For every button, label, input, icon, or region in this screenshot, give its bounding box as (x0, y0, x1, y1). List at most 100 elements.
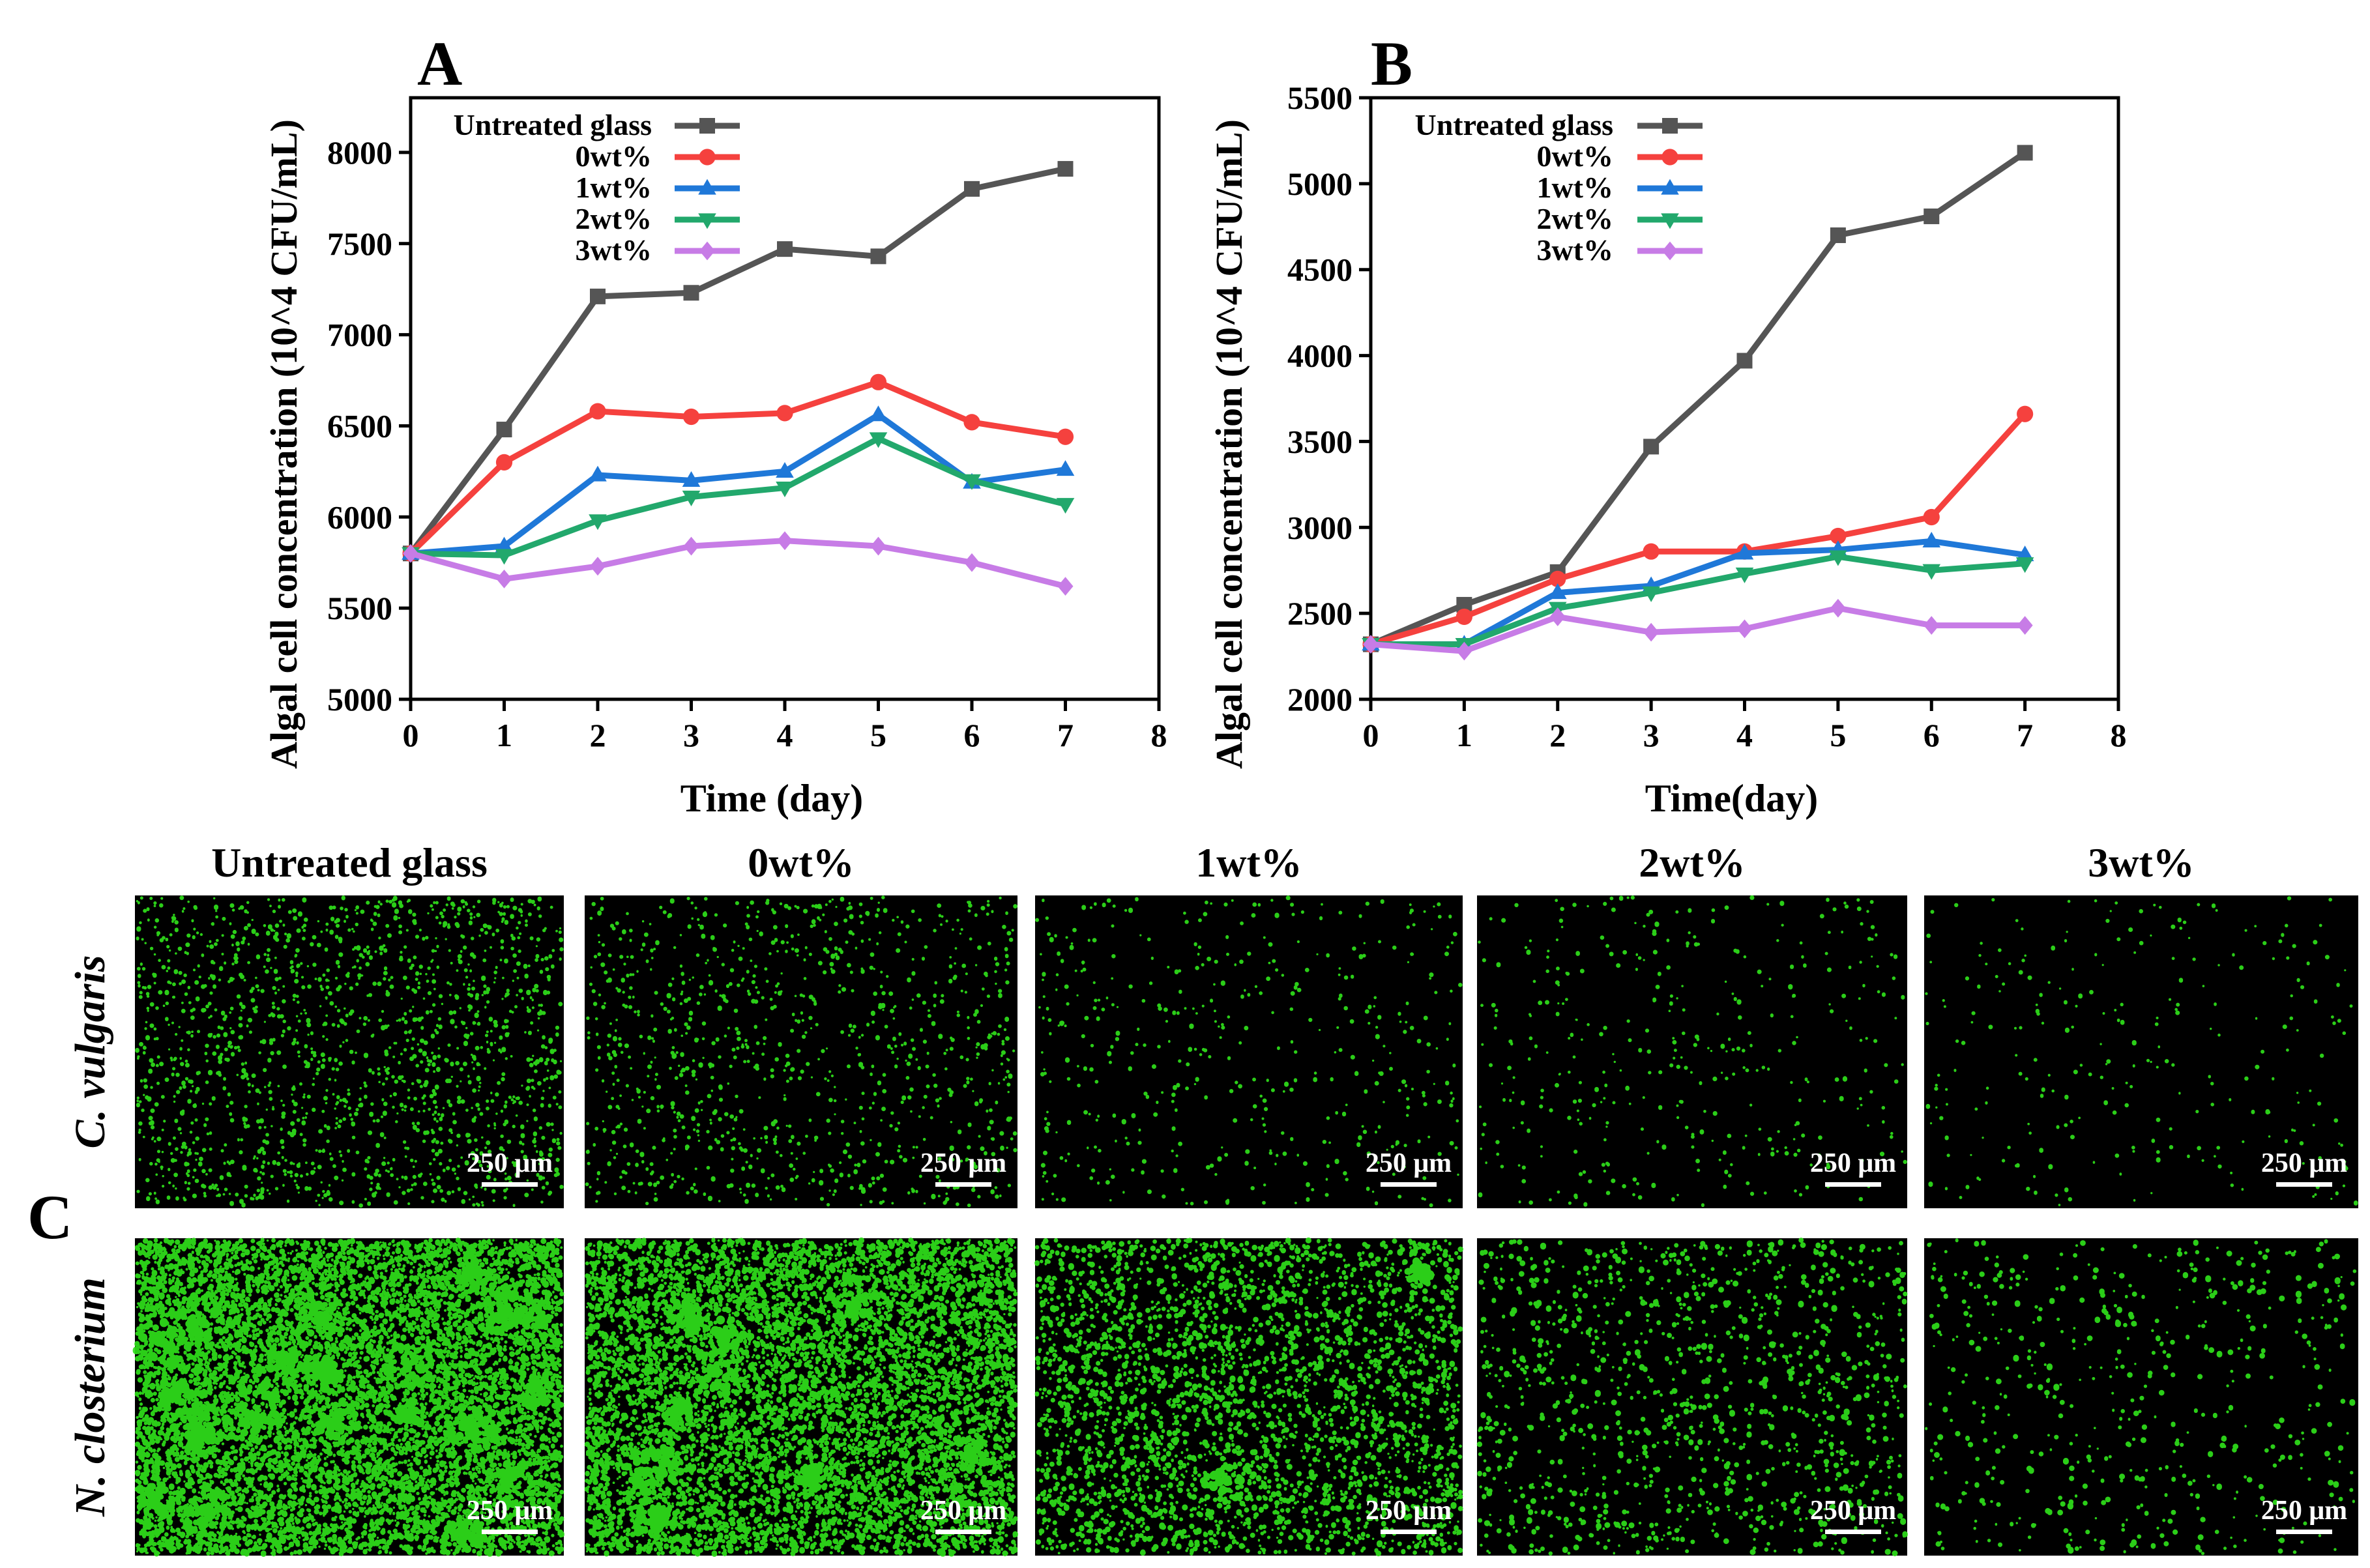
data-point (496, 422, 512, 438)
x-tick-label: 5 (1830, 717, 1846, 753)
y-tick-label: 7500 (327, 225, 392, 262)
legend-marker (1661, 179, 1679, 195)
micrograph-background (1924, 895, 2358, 1208)
micrograph-c-vulgaris-0wt: 250 μm (585, 895, 1017, 1208)
scale-bar-label: 250 μm (2261, 1496, 2347, 1526)
legend-label: 1wt% (1536, 171, 1613, 204)
micrograph-n-closterium-0wt: 250 μm (584, 1237, 1018, 1557)
y-axis-label: Algal cell concentration (10^4 CFU/mL) (263, 119, 305, 769)
x-tick-label: 4 (777, 717, 793, 753)
scale-bar-label: 250 μm (1810, 1496, 1896, 1526)
series-untreated-glass (403, 161, 1074, 562)
series-0wt (1362, 405, 2034, 653)
series-line (1371, 553, 2025, 648)
legend-label: 3wt% (575, 233, 652, 267)
data-point (1924, 208, 1940, 224)
data-point (776, 461, 794, 478)
data-point (495, 454, 513, 471)
scale-bar-label: 250 μm (1810, 1148, 1896, 1178)
series-line (408, 166, 1066, 555)
legend-label: 1wt% (575, 171, 652, 204)
y-tick-label: 3000 (1287, 509, 1353, 545)
scale-bar-label: 250 μm (1366, 1496, 1452, 1526)
legend-label: Untreated glass (1414, 108, 1613, 141)
scale-bar-label: 250 μm (920, 1148, 1006, 1178)
y-tick-label: 6000 (327, 499, 392, 535)
data-point (2017, 145, 2033, 161)
data-point (964, 553, 980, 572)
chart-b: B 0 1 2 3 4 5 6 7 8 2000 2500 3000 3500 4000 4500 5000 55… (1208, 29, 2127, 820)
micrograph-background (1035, 895, 1463, 1208)
data-point (1643, 543, 1660, 560)
data-point (2015, 557, 2034, 573)
data-point (1830, 598, 1846, 618)
legend-marker (699, 149, 716, 166)
scale-bar-label: 250 μm (1366, 1148, 1452, 1178)
data-point (1736, 619, 1753, 639)
data-point (590, 288, 606, 304)
data-point (683, 285, 699, 301)
legend-marker (1661, 213, 1679, 229)
panel-letter: B (1371, 29, 1412, 98)
micrograph-n-closterium-2wt: 250 μm (1476, 1238, 1908, 1556)
fluorescent-cells (1034, 1237, 1463, 1557)
data-point (683, 536, 699, 556)
y-tick-label: 5000 (1287, 166, 1353, 202)
legend-marker (698, 213, 716, 229)
y-tick-label: 7000 (327, 317, 392, 353)
column-label: 3wt% (2088, 839, 2195, 886)
data-point (777, 531, 793, 551)
legend-marker (1662, 241, 1678, 261)
data-point (1549, 607, 1566, 626)
data-point (1830, 527, 1847, 545)
legend-label: Untreated glass (453, 108, 652, 141)
scale-bar-label: 250 μm (467, 1148, 553, 1178)
data-point (496, 570, 512, 588)
data-point (1057, 428, 1074, 445)
legend-marker (1661, 149, 1678, 166)
x-tick-label: 0 (403, 717, 419, 753)
data-point (495, 549, 514, 565)
scale-bar (1825, 1182, 1881, 1187)
series-line (1369, 150, 2027, 647)
legend-label: 3wt% (1536, 233, 1613, 267)
scale-bar (1381, 1182, 1437, 1187)
data-point (682, 408, 700, 426)
series-0wt (402, 373, 1074, 562)
micrograph-panel: C Untreated glass 0wt% 1wt% 2wt% 3wt% C. vulga… (27, 839, 2358, 1557)
scale-bar-label: 250 μm (467, 1496, 553, 1526)
x-axis-label: Time (day) (680, 777, 864, 820)
x-tick-label: 4 (1736, 717, 1753, 753)
micrograph-n-closterium-3wt: 250 μm (1924, 1238, 2358, 1556)
column-label: Untreated glass (211, 839, 488, 886)
data-point (2017, 616, 2033, 635)
data-point (1830, 227, 1846, 243)
x-tick-label: 7 (1057, 717, 1074, 753)
legend-marker (1662, 118, 1678, 134)
series-line (1369, 412, 2027, 647)
data-point (589, 403, 606, 420)
x-tick-label: 3 (1643, 717, 1660, 753)
data-point (1363, 635, 1379, 654)
data-point (963, 414, 980, 431)
series-line (409, 538, 1066, 589)
y-tick-label: 3500 (1287, 423, 1353, 459)
scale-bar (935, 1182, 991, 1187)
data-point (1456, 608, 1472, 626)
micrograph-c-vulgaris-2wt: 250 μm (1477, 895, 1907, 1208)
data-point (1056, 460, 1075, 476)
x-tick-label: 6 (964, 717, 980, 753)
data-point (1057, 577, 1074, 596)
y-tick-label: 6500 (327, 407, 392, 444)
scale-bar-label: 250 μm (2261, 1148, 2347, 1178)
data-point (963, 474, 981, 490)
x-tick-label: 6 (1924, 717, 1940, 753)
data-point (1735, 544, 1754, 560)
data-point (2017, 405, 2034, 422)
x-axis-label: Time(day) (1645, 777, 1819, 820)
legend-label: 0wt% (575, 139, 652, 173)
scale-bar-label: 250 μm (920, 1496, 1006, 1526)
data-point (870, 536, 886, 556)
scale-bar (2276, 1182, 2332, 1187)
data-point (589, 465, 607, 482)
